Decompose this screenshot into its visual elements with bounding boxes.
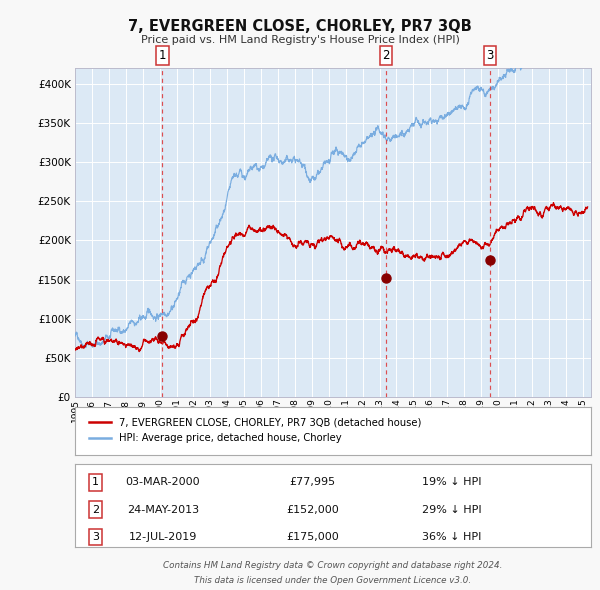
Text: 1: 1 bbox=[92, 477, 99, 487]
Text: 29% ↓ HPI: 29% ↓ HPI bbox=[422, 504, 481, 514]
Text: 36% ↓ HPI: 36% ↓ HPI bbox=[422, 532, 481, 542]
Text: Contains HM Land Registry data © Crown copyright and database right 2024.: Contains HM Land Registry data © Crown c… bbox=[163, 560, 503, 569]
Text: 03-MAR-2000: 03-MAR-2000 bbox=[125, 477, 200, 487]
Text: 2: 2 bbox=[92, 504, 99, 514]
Text: £77,995: £77,995 bbox=[289, 477, 335, 487]
Text: Price paid vs. HM Land Registry's House Price Index (HPI): Price paid vs. HM Land Registry's House … bbox=[140, 35, 460, 45]
Text: 24-MAY-2013: 24-MAY-2013 bbox=[127, 504, 199, 514]
Text: 12-JUL-2019: 12-JUL-2019 bbox=[128, 532, 197, 542]
Text: 7, EVERGREEN CLOSE, CHORLEY, PR7 3QB: 7, EVERGREEN CLOSE, CHORLEY, PR7 3QB bbox=[128, 19, 472, 34]
Text: This data is licensed under the Open Government Licence v3.0.: This data is licensed under the Open Gov… bbox=[194, 576, 472, 585]
Text: £152,000: £152,000 bbox=[286, 504, 339, 514]
Text: 2: 2 bbox=[382, 49, 390, 62]
Text: 3: 3 bbox=[487, 49, 494, 62]
Text: 1: 1 bbox=[159, 49, 166, 62]
Text: 3: 3 bbox=[92, 532, 99, 542]
Text: 19% ↓ HPI: 19% ↓ HPI bbox=[422, 477, 481, 487]
Legend: 7, EVERGREEN CLOSE, CHORLEY, PR7 3QB (detached house), HPI: Average price, detac: 7, EVERGREEN CLOSE, CHORLEY, PR7 3QB (de… bbox=[85, 414, 425, 447]
Text: £175,000: £175,000 bbox=[286, 532, 339, 542]
